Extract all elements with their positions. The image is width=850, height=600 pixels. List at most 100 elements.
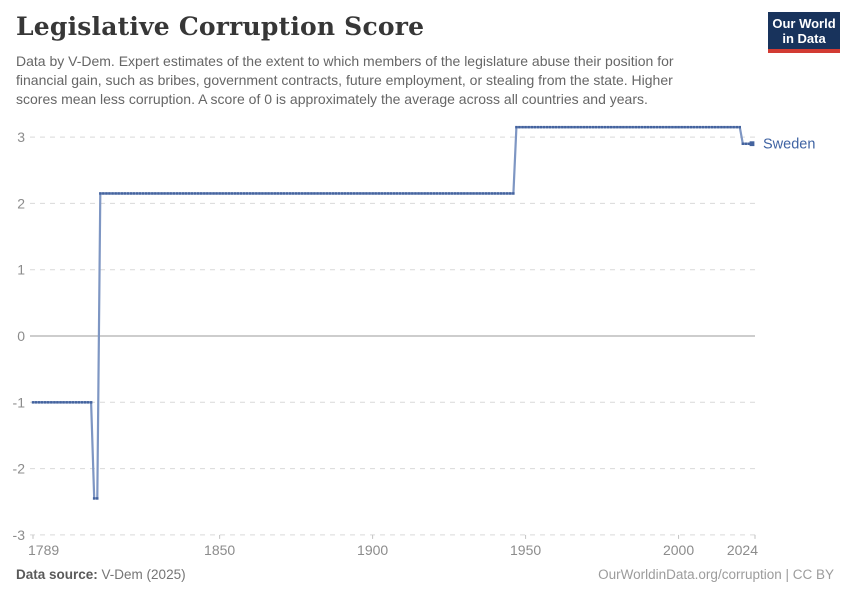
data-point [193,192,197,195]
data-point [99,192,102,195]
data-point [62,401,65,404]
entity-label-sweden[interactable]: Sweden [763,137,815,153]
data-point [215,192,218,195]
data-point [509,192,512,195]
data-point [481,192,484,195]
data-point [594,125,598,129]
data-point [530,125,533,129]
data-point [389,192,393,195]
y-axis-label-2: 2 [17,195,25,211]
data-point [141,192,145,195]
data-point [50,401,53,404]
data-point [325,192,328,195]
data-point [108,192,111,195]
data-point [652,125,656,129]
data-point [689,125,693,129]
data-point [279,192,283,195]
data-point [683,125,686,129]
data-point [714,125,717,129]
data-point [276,192,279,195]
data-point [414,192,417,195]
chart-footer: Data source: V-Dem (2025) OurWorldinData… [16,567,834,582]
data-point [47,401,50,404]
data-point [322,192,325,195]
data-point [313,192,316,195]
data-point [187,192,191,195]
data-point [496,192,500,195]
data-point [450,192,454,195]
data-point [447,192,451,195]
data-point [411,192,414,195]
data-point [252,192,255,195]
data-point [123,192,126,195]
data-point [68,401,71,404]
series-line-sweden[interactable] [31,125,755,500]
data-point [466,192,469,195]
data-point [239,192,243,195]
data-point [640,125,644,129]
data-point [567,125,570,129]
data-point [89,401,93,404]
data-point [405,192,408,195]
data-point [408,192,411,195]
data-point [362,192,365,195]
y-axis-label--3: -3 [13,527,26,543]
data-point [340,192,344,195]
data-point [282,192,286,195]
data-point [40,401,44,404]
data-point [484,192,488,195]
data-point [545,125,549,129]
data-point [264,192,267,195]
data-point [637,125,640,129]
data-point [151,192,154,195]
data-point [56,401,59,404]
data-point [206,192,209,195]
data-point [671,125,674,129]
data-point [622,125,625,129]
data-point [301,192,304,195]
y-axis-label-3: 3 [17,129,25,145]
data-point [160,192,163,195]
data-source: Data source: V-Dem (2025) [16,567,186,582]
data-point [44,401,47,404]
data-point [423,192,426,195]
data-point [316,192,319,195]
data-point [53,401,56,404]
data-point [704,125,708,129]
data-point [356,192,359,195]
data-point [744,142,748,145]
data-point [365,192,368,195]
data-point [512,192,515,195]
data-source-label: Data source: [16,567,98,582]
data-point [102,192,105,195]
subtitle-line-2: financial gain, such as bribes, governme… [16,72,673,88]
data-point [258,192,261,195]
data-point [105,192,108,195]
data-point [343,192,347,195]
data-point [117,192,120,195]
data-point [377,192,380,195]
data-source-value[interactable]: V-Dem (2025) [101,567,186,582]
data-point [236,192,240,195]
data-point [472,192,475,195]
data-point [359,192,362,195]
data-point [564,125,567,129]
data-point [597,125,601,129]
data-point [561,125,564,129]
data-point [261,192,264,195]
owid-logo[interactable]: Our World in Data [768,12,840,53]
data-point [695,125,699,129]
data-point [646,125,650,129]
data-point [741,142,745,145]
data-point [432,192,436,195]
data-point [680,125,683,129]
license-credit[interactable]: OurWorldinData.org/corruption | CC BY [598,567,834,582]
data-point [634,125,637,129]
data-point [245,192,249,195]
data-point [398,192,402,195]
data-point [542,125,546,129]
data-point [111,192,114,195]
data-point [386,192,390,195]
data-point [209,192,212,195]
data-point-end [749,141,755,147]
